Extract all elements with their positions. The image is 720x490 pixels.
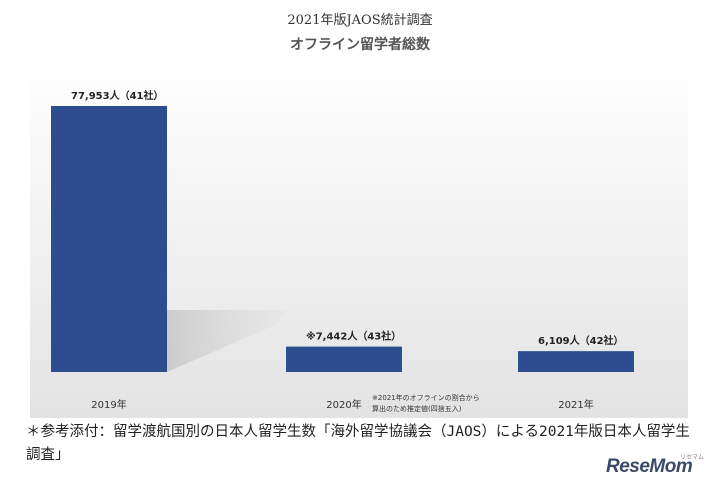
x-tick-label: 2019年 [91, 398, 126, 411]
resemom-logo[interactable]: ReseMom リセマム [606, 454, 716, 488]
chart-header: 2021年版JAOS統計調査 オフライン留学者総数 [0, 0, 720, 62]
estimate-note: 算出のため推定値(四捨五入) [372, 404, 462, 413]
brand-subtitle: リセマム [680, 454, 705, 461]
data-label: 6,109人（42社） [538, 334, 624, 347]
data-label: ※7,442人（43社） [306, 330, 401, 343]
chart-title: オフライン留学者総数 [290, 37, 430, 53]
bar-chart: 77,953人（41社） 2019年 ※7,442人（43社） 2020年 6,109人… [30, 62, 688, 418]
bar-2020年 [286, 346, 402, 372]
x-tick-label: 2021年 [558, 398, 593, 411]
bar-shadow [167, 310, 287, 372]
chart-supertitle: 2021年版JAOS統計調査 [287, 13, 433, 28]
brand-name: ReseMom [606, 456, 693, 477]
estimate-note: ※2021年のオフラインの割合から [372, 393, 480, 402]
data-label: 77,953人（41社） [71, 89, 164, 102]
x-tick-label: 2020年 [326, 398, 361, 411]
bar-2021年 [518, 351, 634, 372]
bar-2019年 [51, 105, 167, 372]
chart-svg: 77,953人（41社） 2019年 ※7,442人（43社） 2020年 6,109人… [30, 62, 688, 418]
reference-caption: ＊参考添付：留学渡航国別の日本人留学生数「海外留学協議会（JAOS）による202… [26, 424, 690, 463]
